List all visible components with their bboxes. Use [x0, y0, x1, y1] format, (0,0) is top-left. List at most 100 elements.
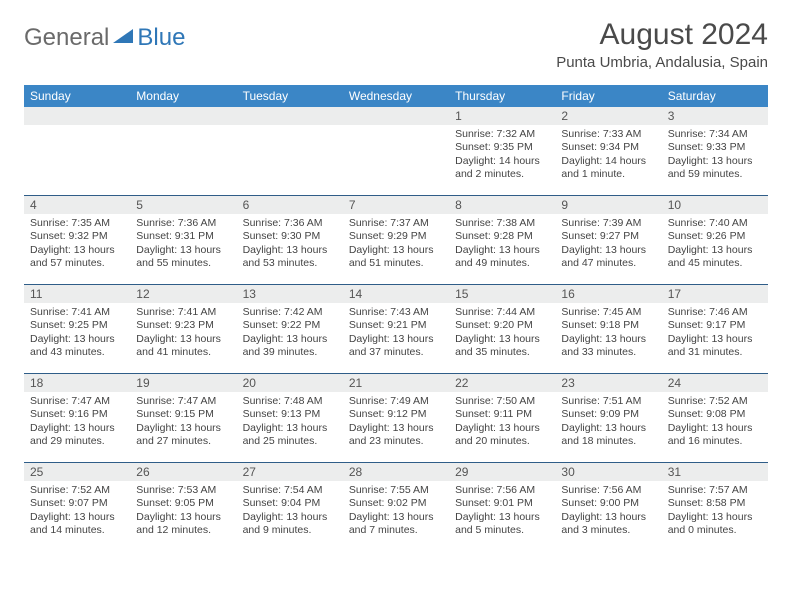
sunrise-line: Sunrise: 7:37 AM	[349, 217, 443, 230]
sunrise-line: Sunrise: 7:38 AM	[455, 217, 549, 230]
day-number	[237, 107, 343, 125]
sunrise-line: Sunrise: 7:36 AM	[243, 217, 337, 230]
sunset-line: Sunset: 9:23 PM	[136, 319, 230, 332]
logo: General Blue	[24, 18, 185, 52]
day-number: 6	[237, 196, 343, 214]
calendar-cell: 15Sunrise: 7:44 AMSunset: 9:20 PMDayligh…	[449, 285, 555, 373]
sunrise-line: Sunrise: 7:56 AM	[561, 484, 655, 497]
sunrise-line: Sunrise: 7:36 AM	[136, 217, 230, 230]
daylight-line: Daylight: 13 hours and 39 minutes.	[243, 333, 337, 360]
day-details: Sunrise: 7:36 AMSunset: 9:30 PMDaylight:…	[237, 214, 343, 275]
calendar-cell: 6Sunrise: 7:36 AMSunset: 9:30 PMDaylight…	[237, 196, 343, 284]
sunset-line: Sunset: 9:13 PM	[243, 408, 337, 421]
day-details: Sunrise: 7:47 AMSunset: 9:16 PMDaylight:…	[24, 392, 130, 453]
calendar-cell: 19Sunrise: 7:47 AMSunset: 9:15 PMDayligh…	[130, 374, 236, 462]
day-number: 9	[555, 196, 661, 214]
day-details: Sunrise: 7:52 AMSunset: 9:07 PMDaylight:…	[24, 481, 130, 542]
day-number: 24	[662, 374, 768, 392]
calendar-cell: 20Sunrise: 7:48 AMSunset: 9:13 PMDayligh…	[237, 374, 343, 462]
day-number	[343, 107, 449, 125]
day-number: 7	[343, 196, 449, 214]
day-details: Sunrise: 7:51 AMSunset: 9:09 PMDaylight:…	[555, 392, 661, 453]
sunset-line: Sunset: 9:27 PM	[561, 230, 655, 243]
calendar-cell: 8 Sunrise: 7:38 AMSunset: 9:28 PMDaylight…	[449, 196, 555, 284]
sunrise-line: Sunrise: 7:39 AM	[561, 217, 655, 230]
daylight-line: Daylight: 13 hours and 55 minutes.	[136, 244, 230, 271]
sunset-line: Sunset: 9:09 PM	[561, 408, 655, 421]
calendar-week-row: 25Sunrise: 7:52 AMSunset: 9:07 PMDayligh…	[24, 462, 768, 551]
daylight-line: Daylight: 13 hours and 51 minutes.	[349, 244, 443, 271]
day-details: Sunrise: 7:57 AMSunset: 8:58 PMDaylight:…	[662, 481, 768, 542]
sunset-line: Sunset: 9:35 PM	[455, 141, 549, 154]
sunset-line: Sunset: 9:11 PM	[455, 408, 549, 421]
day-details: Sunrise: 7:44 AMSunset: 9:20 PMDaylight:…	[449, 303, 555, 364]
daylight-line: Daylight: 13 hours and 49 minutes.	[455, 244, 549, 271]
day-number: 13	[237, 285, 343, 303]
calendar-cell: 23Sunrise: 7:51 AMSunset: 9:09 PMDayligh…	[555, 374, 661, 462]
sunrise-line: Sunrise: 7:44 AM	[455, 306, 549, 319]
day-details: Sunrise: 7:49 AMSunset: 9:12 PMDaylight:…	[343, 392, 449, 453]
sunset-line: Sunset: 9:33 PM	[668, 141, 762, 154]
day-number: 30	[555, 463, 661, 481]
calendar-cell: 27Sunrise: 7:54 AMSunset: 9:04 PMDayligh…	[237, 463, 343, 551]
logo-word-2: Blue	[137, 24, 185, 52]
daylight-line: Daylight: 13 hours and 7 minutes.	[349, 511, 443, 538]
daylight-line: Daylight: 13 hours and 35 minutes.	[455, 333, 549, 360]
sunset-line: Sunset: 9:28 PM	[455, 230, 549, 243]
calendar-cell: 1Sunrise: 7:32 AMSunset: 9:35 PMDaylight…	[449, 107, 555, 195]
day-number: 8	[449, 196, 555, 214]
sunrise-line: Sunrise: 7:33 AM	[561, 128, 655, 141]
daylight-line: Daylight: 13 hours and 16 minutes.	[668, 422, 762, 449]
day-details: Sunrise: 7:34 AMSunset: 9:33 PMDaylight:…	[662, 125, 768, 186]
day-details: Sunrise: 7:53 AMSunset: 9:05 PMDaylight:…	[130, 481, 236, 542]
logo-word-1: General	[24, 24, 109, 52]
day-number: 31	[662, 463, 768, 481]
daylight-line: Daylight: 14 hours and 1 minute.	[561, 155, 655, 182]
daylight-line: Daylight: 13 hours and 57 minutes.	[30, 244, 124, 271]
daylight-line: Daylight: 13 hours and 12 minutes.	[136, 511, 230, 538]
sunset-line: Sunset: 9:29 PM	[349, 230, 443, 243]
weekday-header: Thursday	[449, 85, 555, 107]
sunrise-line: Sunrise: 7:54 AM	[243, 484, 337, 497]
day-details: Sunrise: 7:48 AMSunset: 9:13 PMDaylight:…	[237, 392, 343, 453]
day-number: 25	[24, 463, 130, 481]
daylight-line: Daylight: 13 hours and 5 minutes.	[455, 511, 549, 538]
sunrise-line: Sunrise: 7:35 AM	[30, 217, 124, 230]
daylight-line: Daylight: 13 hours and 41 minutes.	[136, 333, 230, 360]
day-number: 29	[449, 463, 555, 481]
sunset-line: Sunset: 9:20 PM	[455, 319, 549, 332]
day-number: 16	[555, 285, 661, 303]
day-number: 1	[449, 107, 555, 125]
day-details: Sunrise: 7:40 AMSunset: 9:26 PMDaylight:…	[662, 214, 768, 275]
day-details: Sunrise: 7:41 AMSunset: 9:25 PMDaylight:…	[24, 303, 130, 364]
sunrise-line: Sunrise: 7:40 AM	[668, 217, 762, 230]
calendar-cell: 16Sunrise: 7:45 AMSunset: 9:18 PMDayligh…	[555, 285, 661, 373]
sunrise-line: Sunrise: 7:43 AM	[349, 306, 443, 319]
day-number: 10	[662, 196, 768, 214]
sunrise-line: Sunrise: 7:32 AM	[455, 128, 549, 141]
sunset-line: Sunset: 9:26 PM	[668, 230, 762, 243]
day-details: Sunrise: 7:37 AMSunset: 9:29 PMDaylight:…	[343, 214, 449, 275]
sunrise-line: Sunrise: 7:42 AM	[243, 306, 337, 319]
day-number: 20	[237, 374, 343, 392]
calendar-cell: 25Sunrise: 7:52 AMSunset: 9:07 PMDayligh…	[24, 463, 130, 551]
sunset-line: Sunset: 9:01 PM	[455, 497, 549, 510]
calendar-cell: 22Sunrise: 7:50 AMSunset: 9:11 PMDayligh…	[449, 374, 555, 462]
calendar-week-row: 11Sunrise: 7:41 AMSunset: 9:25 PMDayligh…	[24, 284, 768, 373]
sunset-line: Sunset: 9:02 PM	[349, 497, 443, 510]
day-details: Sunrise: 7:56 AMSunset: 9:00 PMDaylight:…	[555, 481, 661, 542]
calendar-cell: 11Sunrise: 7:41 AMSunset: 9:25 PMDayligh…	[24, 285, 130, 373]
sunset-line: Sunset: 9:25 PM	[30, 319, 124, 332]
logo-triangle-icon	[113, 27, 135, 45]
day-number: 28	[343, 463, 449, 481]
day-details: Sunrise: 7:54 AMSunset: 9:04 PMDaylight:…	[237, 481, 343, 542]
sunset-line: Sunset: 9:21 PM	[349, 319, 443, 332]
calendar-cell: 10Sunrise: 7:40 AMSunset: 9:26 PMDayligh…	[662, 196, 768, 284]
weekday-header: Wednesday	[343, 85, 449, 107]
daylight-line: Daylight: 13 hours and 18 minutes.	[561, 422, 655, 449]
daylight-line: Daylight: 13 hours and 20 minutes.	[455, 422, 549, 449]
sunrise-line: Sunrise: 7:50 AM	[455, 395, 549, 408]
calendar-cell: 4Sunrise: 7:35 AMSunset: 9:32 PMDaylight…	[24, 196, 130, 284]
calendar-cell: 26Sunrise: 7:53 AMSunset: 9:05 PMDayligh…	[130, 463, 236, 551]
calendar-cell: 2Sunrise: 7:33 AMSunset: 9:34 PMDaylight…	[555, 107, 661, 195]
